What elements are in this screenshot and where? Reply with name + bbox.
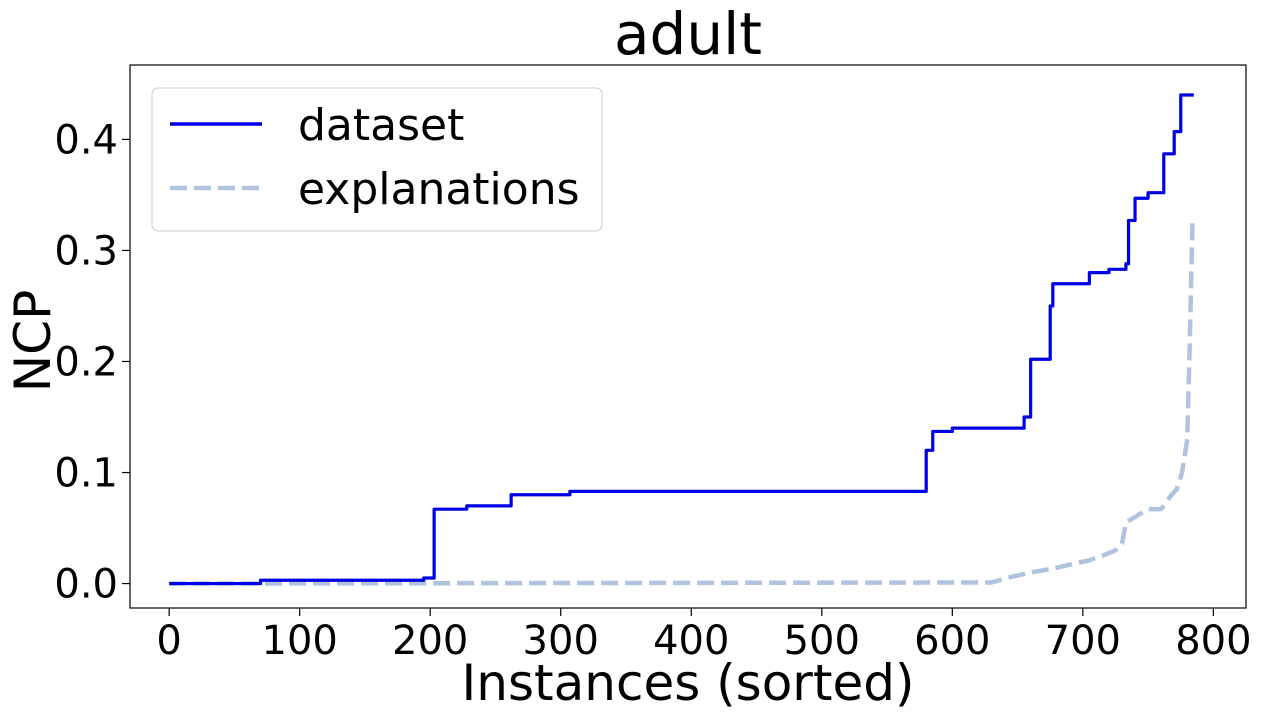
legend: dataset explanations — [151, 87, 603, 232]
y-axis-ticks: 0.0 0.1 0.2 0.3 0.4 — [54, 117, 130, 608]
x-tick-label: 800 — [1175, 618, 1251, 664]
x-axis-label: Instances (sorted) — [462, 654, 915, 712]
legend-box — [151, 87, 603, 232]
series-explanations-line — [169, 222, 1195, 586]
x-tick-label: 600 — [914, 618, 990, 664]
series-dataset-line — [169, 93, 1194, 586]
x-tick-label: 100 — [262, 618, 338, 664]
y-tick-label: 0.3 — [54, 228, 118, 274]
series-layer — [169, 93, 1195, 586]
x-tick-label: 500 — [784, 618, 860, 664]
y-axis-label: NCP — [4, 290, 62, 392]
x-tick-label: 0 — [156, 618, 181, 664]
x-tick-label: 200 — [392, 618, 468, 664]
legend-label-dataset: dataset — [298, 100, 464, 151]
x-tick-label: 700 — [1045, 618, 1121, 664]
y-tick-label: 0.0 — [54, 562, 118, 608]
x-tick-label: 300 — [523, 618, 599, 664]
legend-label-explanations: explanations — [298, 164, 580, 215]
x-tick-label: 400 — [653, 618, 729, 664]
x-axis-ticks: 0 100 200 300 400 500 600 700 800 — [156, 608, 1252, 664]
y-tick-label: 0.1 — [54, 451, 118, 497]
y-tick-label: 0.4 — [54, 117, 118, 163]
y-tick-label: 0.2 — [54, 339, 118, 385]
chart-title: adult — [614, 0, 762, 68]
